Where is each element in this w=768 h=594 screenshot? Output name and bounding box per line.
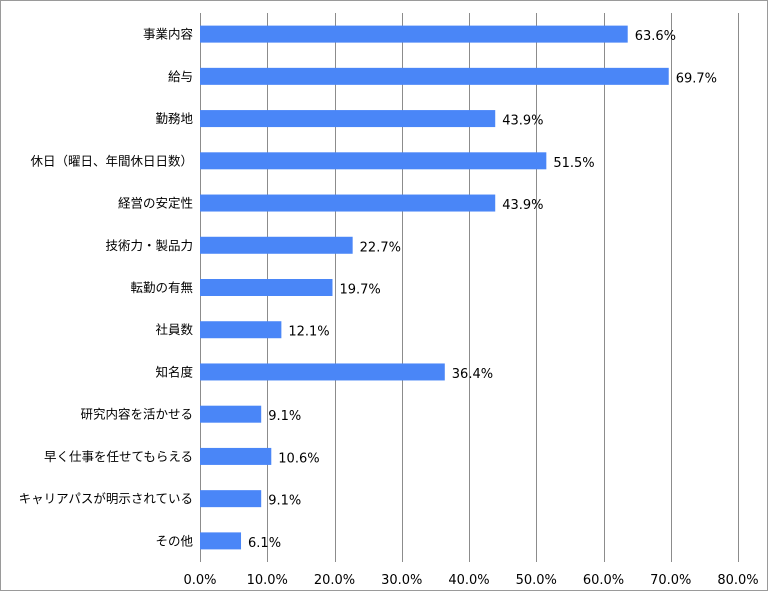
value-label: 36.4% bbox=[452, 367, 493, 382]
category-label: 社員数 bbox=[155, 322, 193, 337]
category-label: 技術力・製品力 bbox=[105, 238, 193, 253]
bar bbox=[200, 321, 282, 339]
x-tick-label: 40.0% bbox=[448, 573, 489, 588]
value-label: 43.9% bbox=[502, 114, 543, 129]
value-label: 9.1% bbox=[268, 494, 301, 509]
bar bbox=[200, 405, 262, 423]
category-label: 休日（曜日、年間休日日数） bbox=[30, 153, 193, 168]
bar bbox=[200, 447, 272, 465]
value-label: 69.7% bbox=[676, 71, 717, 86]
category-label: 事業内容 bbox=[143, 27, 193, 42]
bar bbox=[200, 279, 333, 296]
x-tick-label: 0.0% bbox=[183, 573, 216, 588]
x-tick-label: 80.0% bbox=[717, 573, 758, 588]
bar bbox=[200, 110, 496, 128]
category-label: 知名度 bbox=[155, 364, 193, 379]
category-label: 早く仕事を任せてもらえる bbox=[44, 449, 193, 464]
x-tick-label: 30.0% bbox=[381, 573, 422, 588]
gridlines bbox=[200, 13, 739, 562]
category-label: 経営の安定性 bbox=[118, 196, 193, 211]
x-tick-label: 20.0% bbox=[314, 573, 355, 588]
bar bbox=[200, 363, 445, 381]
bar bbox=[200, 25, 628, 43]
x-tick-label: 10.0% bbox=[247, 573, 288, 588]
category-label: 研究内容を活かせる bbox=[80, 407, 193, 422]
bar bbox=[200, 490, 262, 508]
value-label: 19.7% bbox=[339, 283, 380, 298]
category-label: 勤務地 bbox=[155, 111, 193, 126]
value-label: 63.6% bbox=[635, 29, 676, 44]
value-label: 12.1% bbox=[288, 325, 329, 340]
bar bbox=[200, 532, 242, 550]
x-tick-label: 50.0% bbox=[516, 573, 557, 588]
category-label: その他 bbox=[155, 533, 193, 548]
category-label: 給与 bbox=[168, 69, 193, 84]
value-label: 10.6% bbox=[278, 451, 319, 466]
bar bbox=[200, 236, 353, 254]
category-label: キャリアパスが明示されている bbox=[19, 491, 193, 506]
value-labels: 63.6% 69.7% 43.9% 51.5% 43.9% 22.7% 19.7% 12.1%… bbox=[248, 29, 717, 551]
bar bbox=[200, 67, 669, 85]
x-tick-labels: 0.0% 10.0% 20.0% 30.0% 40.0% 50.0% 60.0% 70.0% 8… bbox=[183, 573, 758, 588]
value-label: 43.9% bbox=[502, 198, 543, 213]
value-label: 51.5% bbox=[553, 156, 594, 171]
value-label: 22.7% bbox=[360, 240, 401, 255]
bar bbox=[200, 194, 496, 212]
bars bbox=[200, 25, 669, 550]
value-label: 6.1% bbox=[248, 536, 281, 551]
x-tick-label: 60.0% bbox=[583, 573, 624, 588]
x-tick-label: 70.0% bbox=[650, 573, 691, 588]
bar bbox=[200, 152, 547, 170]
category-label: 転勤の有無 bbox=[130, 280, 193, 295]
value-label: 9.1% bbox=[268, 409, 301, 424]
